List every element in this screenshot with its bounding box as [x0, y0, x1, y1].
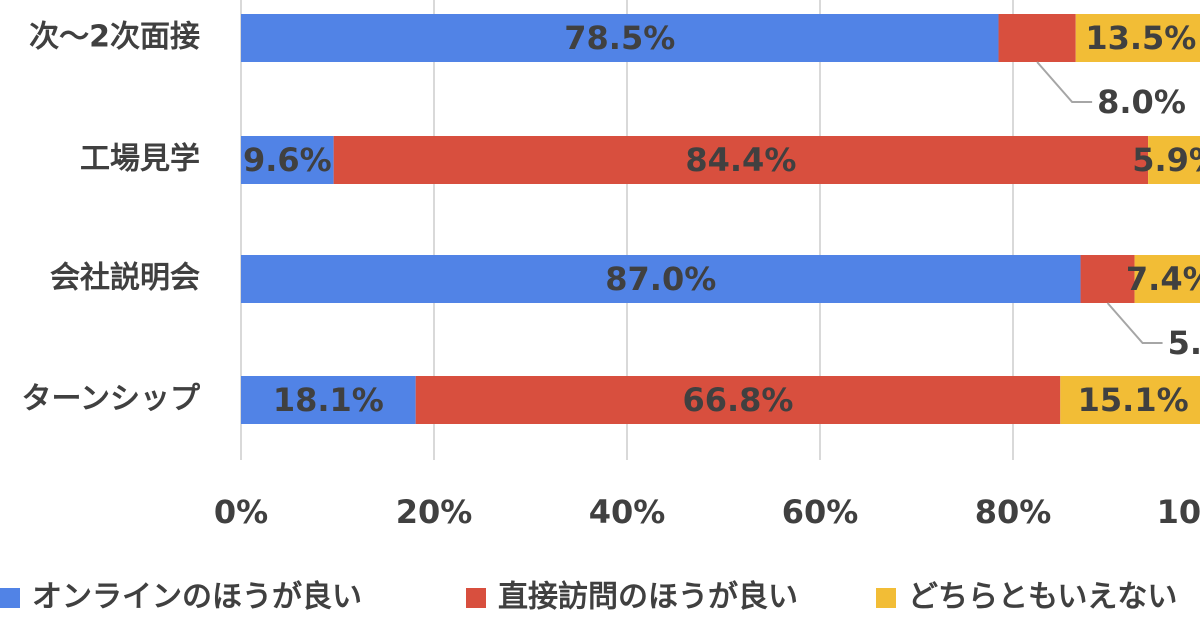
data-label: 8.0% — [1097, 83, 1186, 121]
data-label: 5.9% — [1132, 141, 1200, 179]
bar-segment — [241, 14, 999, 62]
legend-swatch — [0, 588, 20, 608]
bar-segment — [998, 14, 1076, 62]
bar-segment — [333, 136, 1149, 184]
x-tick-label: 20% — [396, 493, 473, 531]
bar-segment — [1134, 255, 1200, 303]
x-tick-label: 0% — [214, 493, 268, 531]
x-tick-label: 80% — [975, 493, 1052, 531]
x-tick-label: 60% — [782, 493, 859, 531]
data-label: 7.4% — [1126, 260, 1200, 298]
bar-segment — [1148, 136, 1200, 184]
legend-swatch — [876, 588, 896, 608]
category-label: 会社説明会 — [50, 261, 200, 296]
data-label: 78.5% — [564, 19, 675, 57]
leader-line — [1106, 302, 1163, 344]
category-label: 次～2次面接 — [29, 20, 200, 55]
bar-segment — [1080, 255, 1135, 303]
legend-label: どちらともいえない — [908, 580, 1177, 615]
x-tick-label: 40% — [589, 493, 666, 531]
data-label: 87.0% — [605, 260, 716, 298]
data-label: 13.5% — [1085, 19, 1196, 57]
data-label: 84.4% — [685, 141, 796, 179]
data-label: 15.1% — [1078, 381, 1189, 419]
category-label: 工場見学 — [80, 142, 200, 177]
x-tick-label: 100% — [1157, 493, 1200, 531]
bar-segment — [1060, 376, 1200, 424]
bar-segment — [241, 376, 416, 424]
legend-swatch — [466, 588, 486, 608]
data-label: 66.8% — [682, 381, 793, 419]
data-label: 5.6% — [1168, 324, 1200, 362]
data-label: 9.6% — [243, 141, 332, 179]
category-label: ターンシップ — [22, 382, 201, 417]
bar-segment — [241, 136, 334, 184]
bar-segment — [1075, 14, 1200, 62]
legend-label: 直接訪問のほうが良い — [498, 580, 798, 615]
legend-label: オンラインのほうが良い — [32, 580, 362, 615]
bar-segment — [241, 255, 1081, 303]
data-label: 18.1% — [273, 381, 384, 419]
bar-segment — [415, 376, 1061, 424]
leader-line — [1036, 61, 1093, 103]
